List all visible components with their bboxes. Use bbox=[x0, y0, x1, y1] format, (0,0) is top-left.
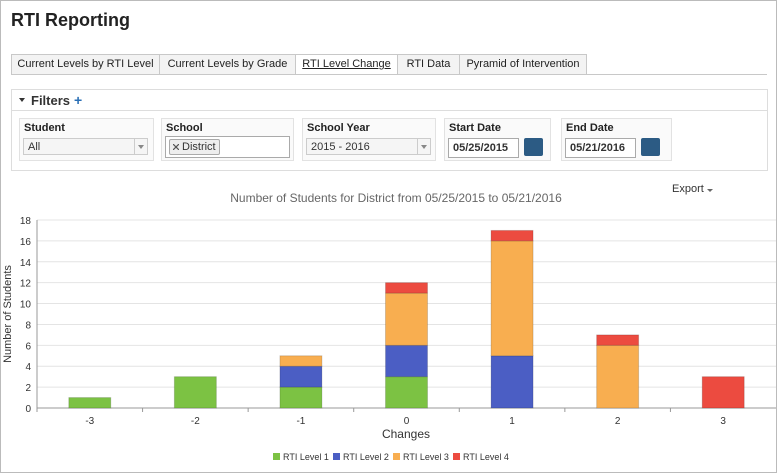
y-tick-label: 10 bbox=[20, 300, 32, 311]
tab[interactable]: Pyramid of Intervention bbox=[459, 54, 587, 74]
export-arrow bbox=[707, 189, 713, 192]
tab[interactable]: Current Levels by Grade bbox=[159, 54, 296, 74]
y-tick-label: 6 bbox=[25, 341, 31, 352]
bar-segment bbox=[491, 230, 533, 240]
filter-label: School Year bbox=[307, 122, 370, 134]
calendar-button[interactable] bbox=[524, 138, 543, 156]
y-tick-label: 0 bbox=[25, 404, 31, 415]
y-tick-label: 4 bbox=[25, 362, 31, 373]
bar-segment bbox=[174, 377, 216, 408]
select-value: All bbox=[28, 141, 40, 153]
y-tick-label: 18 bbox=[20, 216, 32, 227]
x-tick-label: 0 bbox=[404, 416, 410, 427]
y-tick-label: 14 bbox=[20, 258, 32, 269]
x-tick-label: 3 bbox=[720, 416, 726, 427]
filters-toggle[interactable]: + bbox=[74, 92, 82, 108]
x-tick-label: 2 bbox=[615, 416, 621, 427]
page-title: RTI Reporting bbox=[11, 10, 130, 31]
filter-label: End Date bbox=[566, 122, 614, 134]
legend-label: RTI Level 1 bbox=[283, 452, 329, 462]
chart: Export Number of Students for District f… bbox=[1, 181, 776, 472]
filter-card: End Date 05/21/2016 bbox=[561, 118, 672, 161]
filter-card: School Year 2015 - 2016 bbox=[302, 118, 436, 161]
tab[interactable]: RTI Data bbox=[397, 54, 460, 74]
date-input[interactable]: 05/25/2015 bbox=[448, 138, 519, 158]
x-tick-label: -2 bbox=[191, 416, 200, 427]
tab[interactable]: Current Levels by RTI Level bbox=[11, 54, 160, 74]
chart-title: Number of Students for District from 05/… bbox=[230, 191, 562, 205]
tag-value: District bbox=[182, 141, 216, 153]
filter-label: School bbox=[166, 122, 203, 134]
collapse-arrow bbox=[19, 98, 25, 102]
calendar-button[interactable] bbox=[641, 138, 660, 156]
y-tick-label: 12 bbox=[20, 279, 32, 290]
bar-segment bbox=[386, 377, 428, 408]
bar-segment bbox=[280, 356, 322, 366]
filters-panel: Filters + Student All School District Sc… bbox=[11, 89, 768, 171]
filter-card: School District bbox=[161, 118, 294, 161]
bar-segment bbox=[491, 241, 533, 356]
y-tick-label: 8 bbox=[25, 320, 31, 331]
date-value: 05/21/2016 bbox=[570, 142, 625, 154]
remove-icon[interactable] bbox=[173, 144, 179, 150]
filter-card: Start Date 05/25/2015 bbox=[444, 118, 551, 161]
filter-label: Student bbox=[24, 122, 65, 134]
legend-swatch bbox=[273, 453, 280, 460]
date-input[interactable]: 05/21/2016 bbox=[565, 138, 636, 158]
x-axis-label: Changes bbox=[382, 427, 430, 441]
legend-label: RTI Level 3 bbox=[403, 452, 449, 462]
select-value: 2015 - 2016 bbox=[311, 141, 370, 153]
select[interactable]: 2015 - 2016 bbox=[306, 138, 431, 155]
bar-segment bbox=[386, 283, 428, 293]
select[interactable]: All bbox=[23, 138, 148, 155]
export-button[interactable]: Export bbox=[672, 183, 704, 195]
filters-title: Filters bbox=[31, 93, 70, 108]
bar-segment bbox=[280, 366, 322, 387]
legend-swatch bbox=[333, 453, 340, 460]
filters-header[interactable]: Filters + bbox=[12, 90, 767, 111]
x-tick-label: 1 bbox=[509, 416, 515, 427]
filter-card: Student All bbox=[19, 118, 154, 161]
tab-line bbox=[11, 74, 767, 75]
bar-segment bbox=[597, 335, 639, 345]
y-axis-label: Number of Students bbox=[2, 265, 14, 363]
bar-segment bbox=[386, 293, 428, 345]
legend-swatch bbox=[393, 453, 400, 460]
bar-segment bbox=[597, 345, 639, 408]
bar-segment bbox=[69, 398, 111, 408]
y-tick-label: 2 bbox=[25, 383, 31, 394]
bar-segment bbox=[702, 377, 744, 408]
bar-segment bbox=[491, 356, 533, 408]
bar-segment bbox=[386, 345, 428, 376]
x-tick-label: -3 bbox=[85, 416, 94, 427]
tab[interactable]: RTI Level Change bbox=[295, 54, 398, 74]
legend-label: RTI Level 4 bbox=[463, 452, 509, 462]
x-tick-label: -1 bbox=[296, 416, 305, 427]
date-value: 05/25/2015 bbox=[453, 142, 508, 154]
bar-segment bbox=[280, 387, 322, 408]
legend-swatch bbox=[453, 453, 460, 460]
tag: District bbox=[169, 139, 220, 155]
multi-select[interactable]: District bbox=[165, 136, 290, 158]
legend-label: RTI Level 2 bbox=[343, 452, 389, 462]
filter-label: Start Date bbox=[449, 122, 501, 134]
y-tick-label: 16 bbox=[20, 237, 32, 248]
